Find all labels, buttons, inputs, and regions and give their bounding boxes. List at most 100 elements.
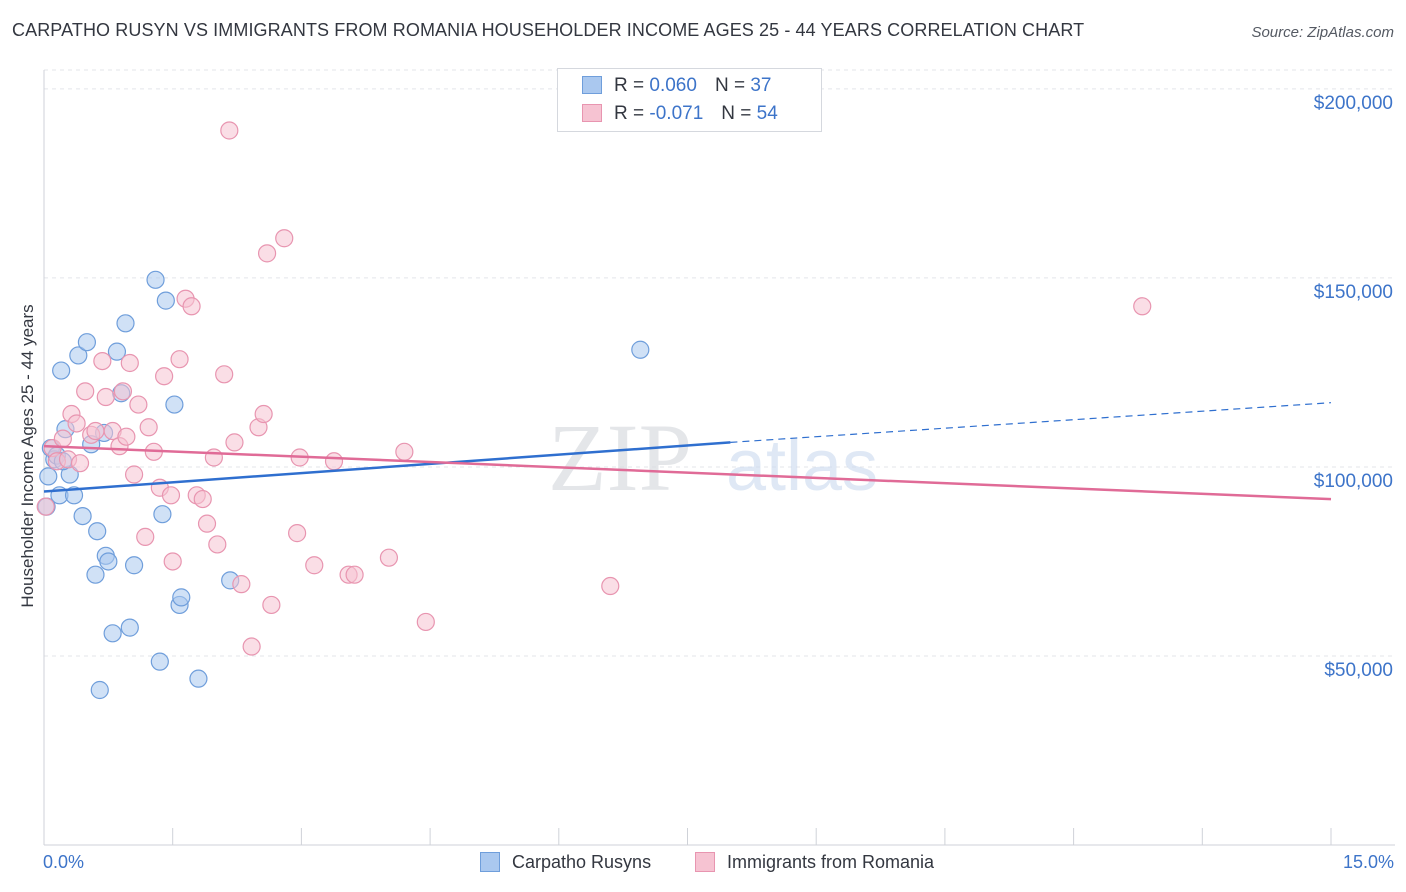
series-name: Carpatho Rusyns: [512, 852, 652, 872]
romania-point: [257, 244, 277, 263]
carpatho-point: [99, 552, 118, 571]
romania-point: [225, 433, 244, 452]
carpatho-point: [153, 505, 172, 524]
romania-point: [124, 465, 144, 484]
carpatho-point: [39, 467, 58, 486]
romania-point: [96, 387, 115, 407]
romania-point: [395, 442, 414, 461]
romania-point: [305, 556, 324, 575]
romania-point: [170, 350, 189, 369]
romania-point: [93, 351, 112, 371]
carpatho-point: [156, 291, 175, 310]
carpatho-point: [165, 395, 184, 414]
x-tick-label-min: 0.0%: [43, 852, 85, 872]
romania-point: [129, 395, 148, 414]
legend-r-label: R =: [614, 103, 645, 124]
carpatho-point: [120, 618, 139, 637]
series-legend-romania: Immigrants from Romania: [695, 852, 934, 873]
romania-point: [86, 421, 105, 441]
x-tick-label-max: 15.0%: [1342, 852, 1394, 872]
legend-n-label: N =: [714, 75, 746, 96]
watermark-atlas: atlas: [726, 426, 878, 506]
carpatho-point: [69, 346, 88, 365]
legend-r-label: R =: [614, 75, 645, 96]
series-name: Immigrants from Romania: [727, 852, 935, 872]
romania-point: [197, 514, 217, 533]
romania-point: [193, 489, 212, 509]
axes: [43, 70, 1395, 846]
legend-n-value: 54: [756, 103, 778, 124]
carpatho-point: [107, 342, 127, 361]
romania-point: [254, 404, 273, 424]
legend-r-value: -0.071: [649, 103, 704, 124]
legend-swatch-blue: [582, 76, 602, 94]
legend-n-value: 37: [750, 75, 772, 96]
carpatho-point: [116, 314, 135, 333]
romania-point: [36, 497, 55, 516]
romania-point: [163, 552, 182, 571]
romania-point: [155, 367, 174, 386]
legend-n-label: N =: [721, 103, 752, 124]
romania-point: [76, 382, 95, 401]
carpatho-point: [52, 361, 71, 380]
romania-point: [136, 527, 155, 546]
trend-lines: [43, 402, 1332, 501]
romania-point: [161, 486, 181, 505]
carpatho-trend-extension: [730, 402, 1332, 443]
watermark-zip: ZIP: [548, 404, 692, 511]
romania-point: [416, 612, 435, 632]
y-tick-label: $50,000: [1324, 660, 1393, 681]
carpatho-point: [86, 565, 105, 584]
carpatho-point: [189, 669, 208, 688]
romania-point: [215, 365, 234, 384]
romania-point: [53, 429, 72, 448]
romania-point: [139, 418, 158, 437]
legend-r-value: 0.060: [649, 75, 697, 96]
romania-point: [232, 575, 251, 594]
romania-point: [208, 535, 227, 554]
data-points: [36, 121, 1152, 700]
carpatho-point: [172, 588, 191, 607]
y-tick-labels: $50,000 $100,000 $150,000 $200,000: [1314, 93, 1393, 681]
romania-point: [345, 565, 364, 584]
carpatho-point: [124, 556, 144, 575]
carpatho-point: [64, 486, 84, 505]
y-tick-label: $200,000: [1314, 93, 1393, 114]
legend-swatch-pink: [582, 104, 602, 122]
carpatho-point: [631, 340, 650, 359]
romania-point: [1133, 297, 1152, 316]
source-label: Source: ZipAtlas.com: [1251, 24, 1394, 41]
y-tick-label: $100,000: [1314, 471, 1393, 492]
romania-point: [601, 576, 620, 596]
series-swatch-pink: [695, 852, 715, 872]
carpatho-point: [88, 522, 107, 541]
gridlines: [44, 69, 1395, 657]
carpatho-point: [150, 652, 169, 671]
romania-point: [275, 229, 294, 248]
romania-point: [262, 595, 281, 615]
legend-row-romania: R = -0.071 N = 54: [582, 103, 778, 125]
chart-title: CARPATHO RUSYN VS IMMIGRANTS FROM ROMANI…: [12, 20, 1085, 40]
romania-trend-line: [43, 444, 1332, 501]
y-tick-label: $150,000: [1314, 282, 1393, 303]
carpatho-point: [90, 680, 109, 700]
series-legend-carpatho: Carpatho Rusyns: [480, 852, 651, 873]
carpatho-point: [73, 506, 92, 526]
romania-point: [220, 121, 239, 140]
carpatho-point: [146, 270, 165, 289]
romania-point: [117, 427, 136, 446]
romania-point: [379, 548, 399, 567]
romania-point: [242, 637, 261, 656]
correlation-legend: R = 0.060 N = 37 R = -0.071 N = 54: [557, 68, 822, 132]
romania-point: [182, 297, 201, 316]
romania-point: [67, 414, 86, 433]
carpatho-trend-line: [43, 441, 731, 493]
romania-point: [113, 382, 133, 401]
romania-point: [120, 353, 139, 373]
carpatho-point: [103, 624, 122, 643]
romania-point: [70, 454, 90, 473]
romania-point: [204, 448, 223, 467]
series-swatch-blue: [480, 852, 500, 872]
legend-row-carpatho: R = 0.060 N = 37: [582, 75, 771, 97]
